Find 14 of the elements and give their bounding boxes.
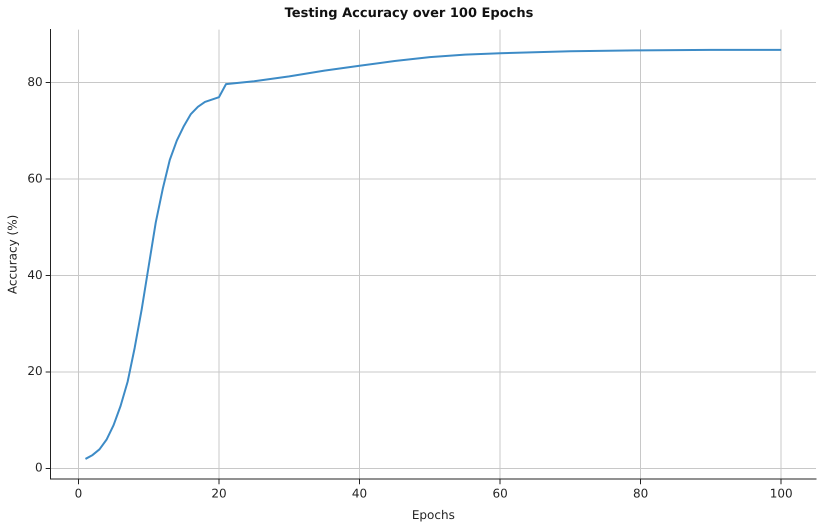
y-axis-title: Accuracy (%) [5, 214, 20, 294]
x-tick-label: 100 [770, 486, 793, 501]
x-tick-label: 0 [74, 486, 82, 501]
y-tick-label: 80 [27, 74, 43, 89]
x-axis-title: Epochs [412, 508, 455, 522]
y-tick-label: 60 [27, 171, 43, 186]
x-tick-label: 80 [633, 486, 648, 501]
chart-title: Testing Accuracy over 100 Epochs [284, 6, 534, 22]
y-tick-label: 20 [27, 364, 43, 378]
x-tick-label: 60 [492, 486, 508, 501]
y-tick-label: 0 [35, 460, 43, 475]
x-tick-label: 40 [352, 486, 368, 501]
x-tick-label: 20 [211, 486, 227, 501]
y-tick-label: 40 [27, 268, 43, 282]
